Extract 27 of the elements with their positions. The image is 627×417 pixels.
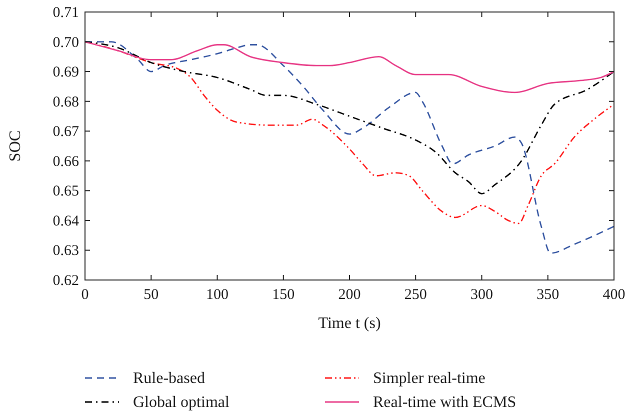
y-tick-label: 0.65 (52, 184, 79, 200)
x-tick-label: 200 (338, 287, 361, 303)
y-tick-label: 0.71 (52, 5, 79, 21)
x-tick-label: 50 (144, 287, 159, 303)
x-axis-title: Time t (s) (318, 315, 381, 332)
y-tick-label: 0.70 (52, 34, 79, 51)
y-tick-label: 0.68 (52, 94, 79, 110)
legend-label: Rule-based (133, 370, 205, 387)
y-tick-label: 0.63 (52, 243, 79, 260)
y-axis-title: SOC (7, 130, 24, 162)
x-tick-label: 0 (81, 287, 89, 303)
line-series (85, 41, 614, 194)
y-tick-label: 0.69 (52, 64, 79, 81)
x-tick-label: 350 (536, 287, 560, 303)
x-tick-label: 400 (602, 287, 626, 303)
legend-label: Global optimal (133, 394, 230, 411)
x-tick-label: 250 (404, 287, 427, 303)
x-tick-label: 100 (206, 287, 228, 303)
y-tick-label: 0.66 (52, 154, 80, 170)
y-tick-label: 0.62 (52, 273, 79, 289)
x-tick-label: 150 (272, 287, 295, 303)
line-series (85, 41, 614, 94)
legend-label: Simpler real-time (373, 370, 486, 387)
legend-label: Real-time with ECMS (373, 394, 516, 411)
y-tick-label: 0.64 (52, 213, 80, 230)
y-tick-label: 0.67 (52, 124, 80, 140)
x-tick-label: 300 (470, 287, 493, 303)
